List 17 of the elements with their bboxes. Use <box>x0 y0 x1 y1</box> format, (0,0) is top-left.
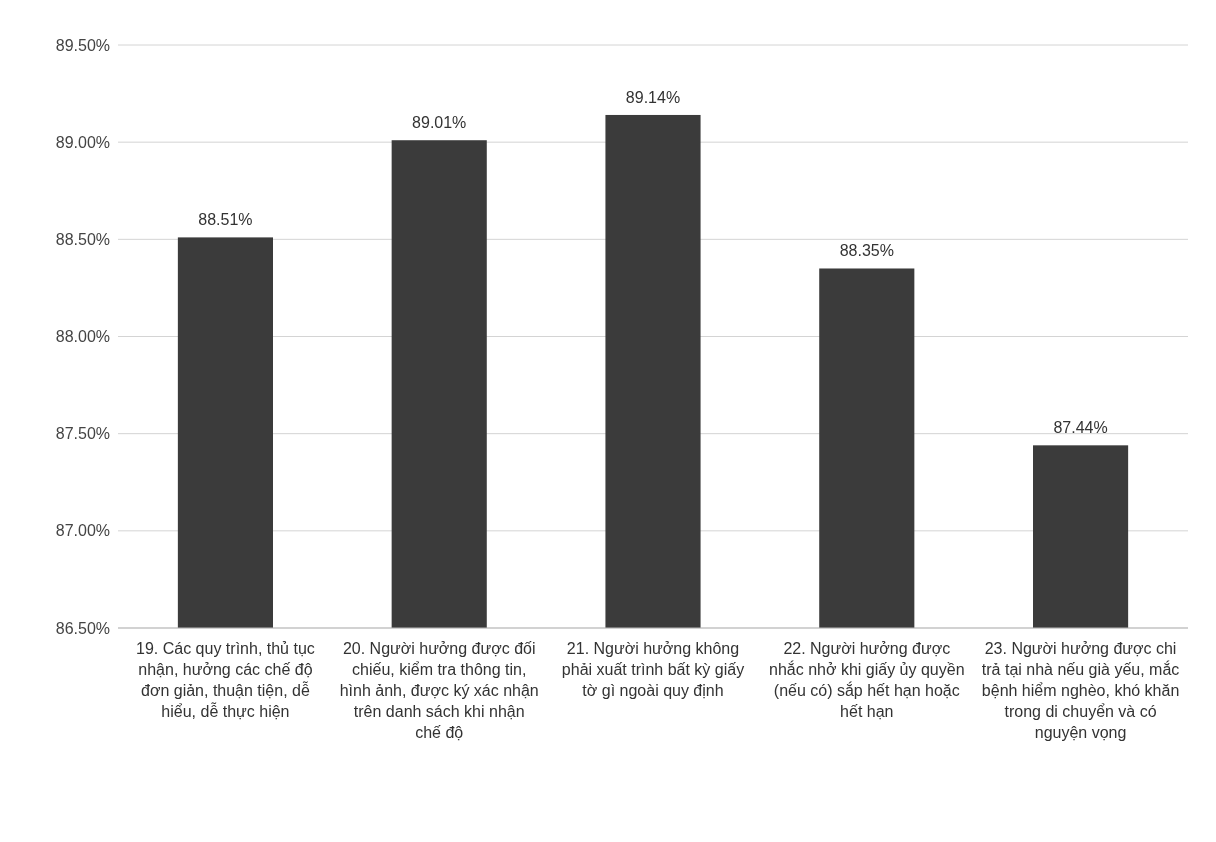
y-tick-label: 87.50% <box>55 425 110 443</box>
x-tick-label: 22. Người hưởng được nhắc nhở khi giấy ủy quyền (nếu có) sắp hết hạn hoặc hết hạn <box>769 640 965 720</box>
y-tick-label: 89.00% <box>55 133 110 151</box>
data-label: 87.44% <box>1053 419 1108 437</box>
data-label: 88.35% <box>839 242 894 260</box>
data-label: 88.51% <box>198 211 253 229</box>
y-tick-label: 87.00% <box>55 522 110 540</box>
y-tick-label: 89.50% <box>55 36 110 54</box>
x-tick-label: 21. Người hưởng không phải xuất trình bất kỳ giấy tờ gì ngoài quy định <box>561 640 745 699</box>
y-tick-label: 88.50% <box>55 230 110 248</box>
x-tick-label: 23. Người hưởng được chi trả tại nhà nếu già yếu, mắc bệnh hiểm nghèo, khó khăn trong di chuyển và có nguyện vọng <box>981 640 1180 741</box>
x-tick-label: 20. Người hưởng được đối chiếu, kiểm tra thông tin, hình ảnh, được ký xác nhận trên danh sách khi nhận chế độ <box>339 640 539 741</box>
data-label: 89.01% <box>412 114 467 132</box>
x-tick-label: 19. Các quy trình, thủ tục nhận, hưởng các chế độ đơn giản, thuận tiện, dễ hiểu, dễ thực hiện <box>136 640 315 720</box>
data-label: 89.14% <box>625 88 681 106</box>
y-tick-label: 88.00% <box>55 328 110 346</box>
y-tick-label: 86.50% <box>55 619 110 637</box>
